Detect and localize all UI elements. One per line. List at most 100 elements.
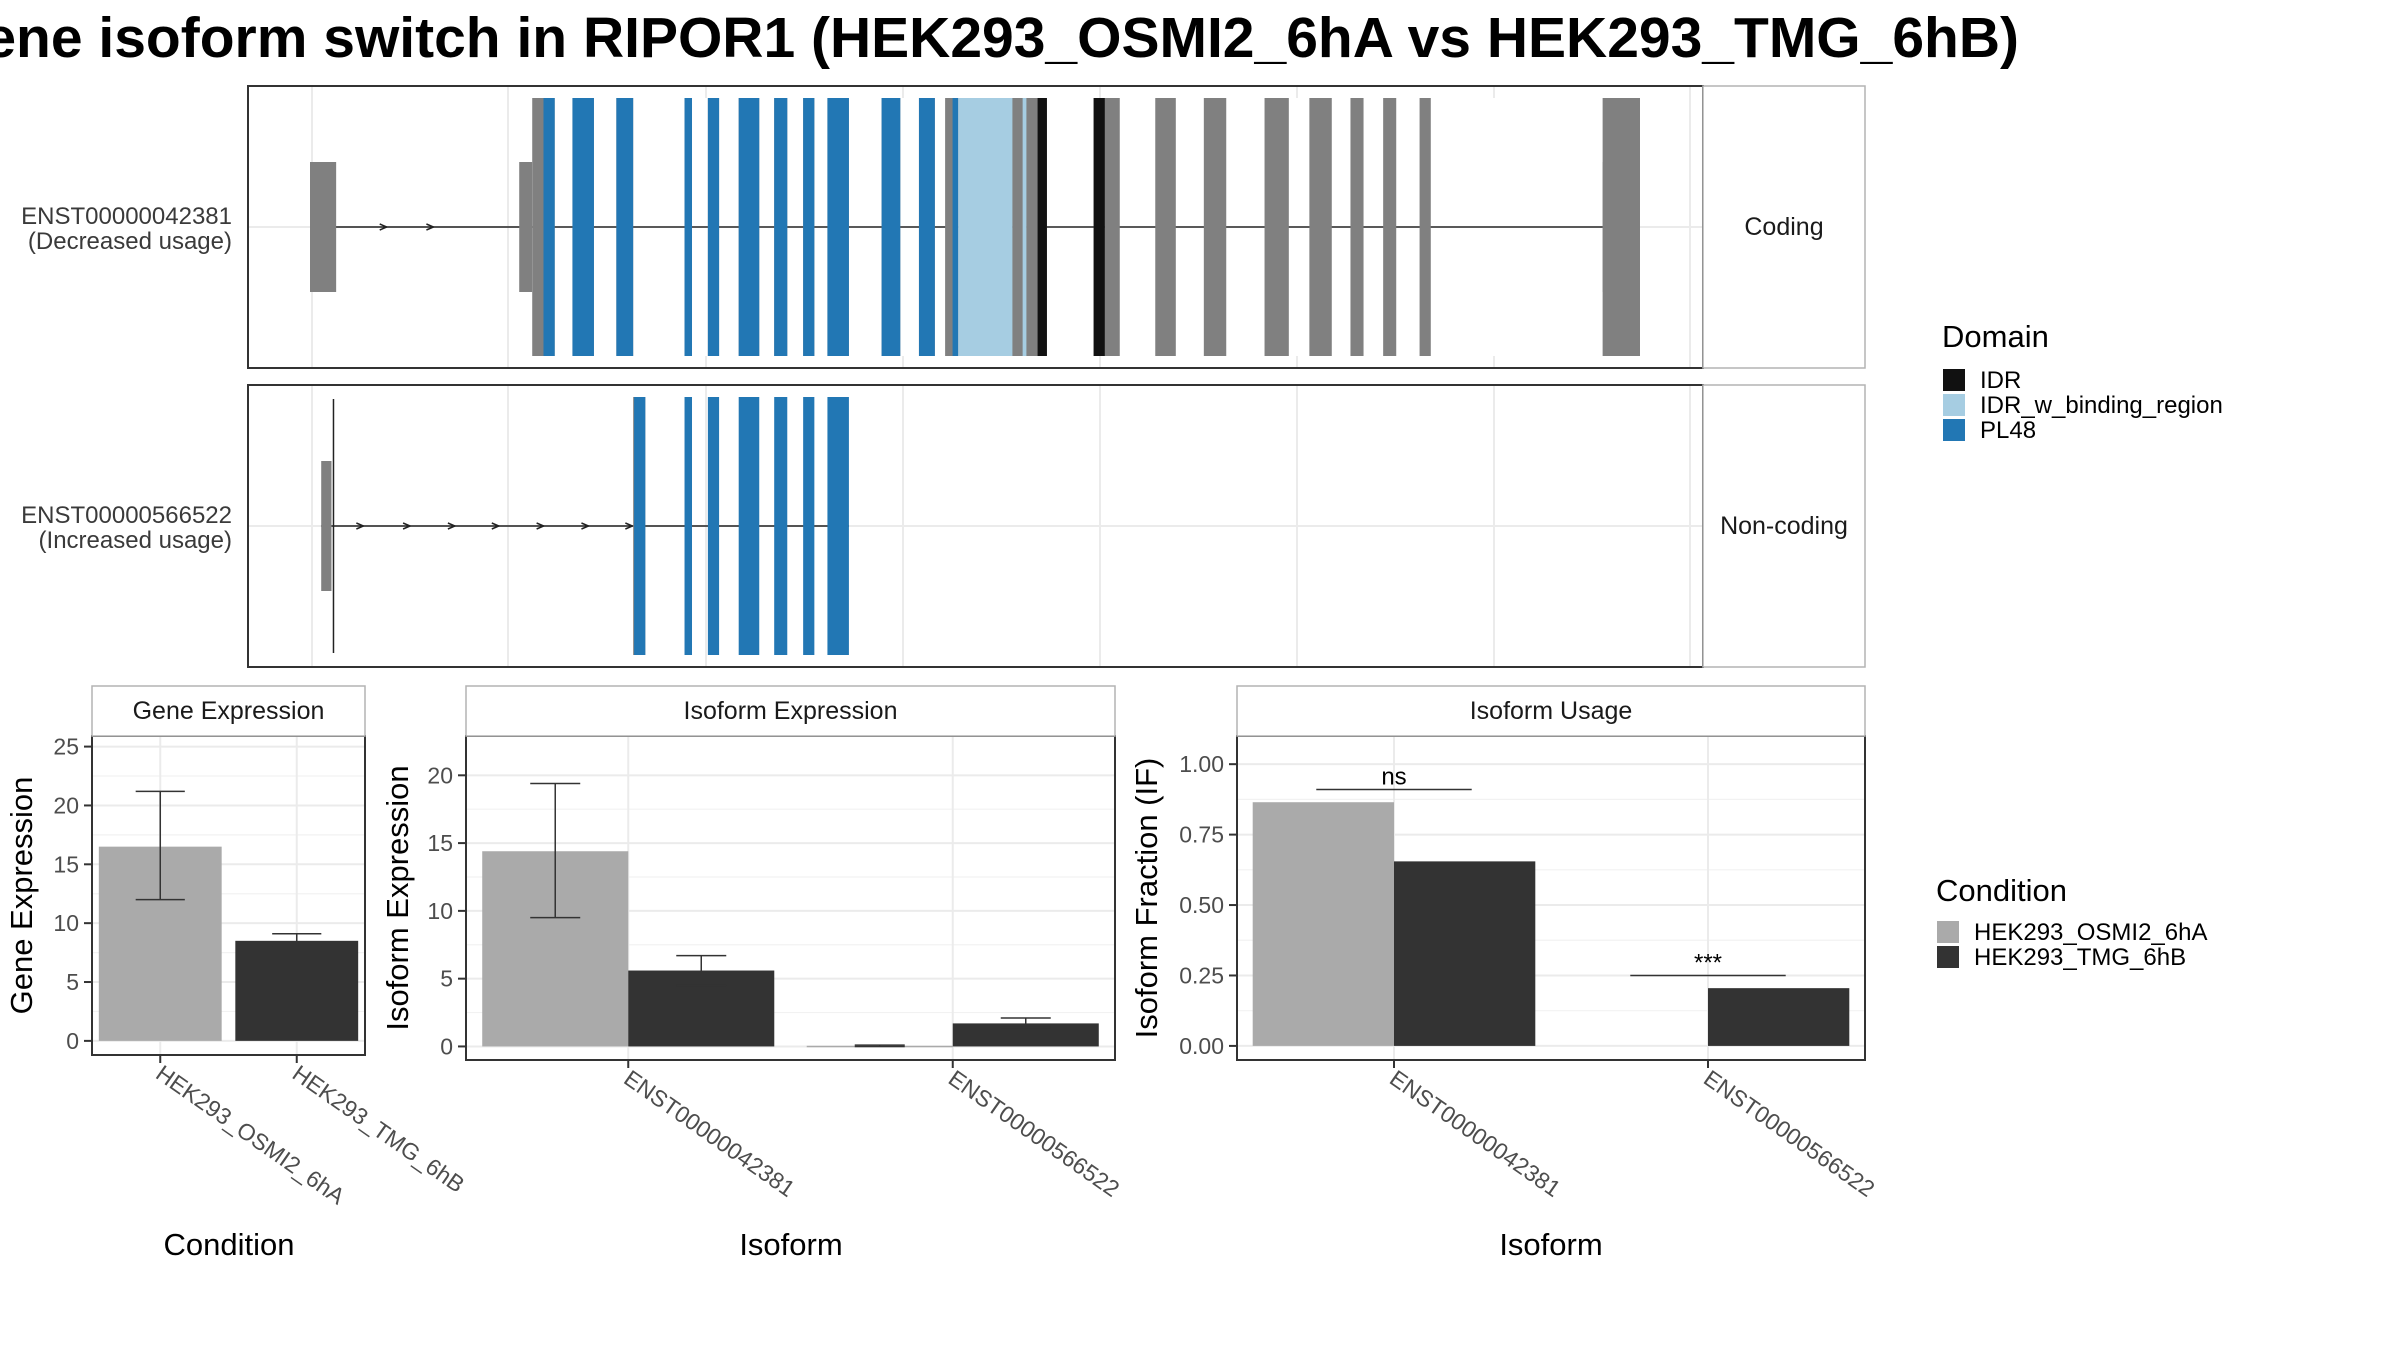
domain-idr-w-binding-region <box>1022 98 1027 356</box>
cds-exon <box>1383 98 1397 356</box>
transcript-structure-panel: Coding ENST00000042381(Decreased usage) No… <box>21 85 1866 668</box>
y-tick-label: 0.00 <box>1179 1033 1224 1059</box>
y-tick-label: 20 <box>427 762 453 788</box>
direction-arrow <box>356 522 366 530</box>
cds-exon <box>1155 98 1176 356</box>
bar <box>952 1023 1099 1047</box>
significance-label: ns <box>1381 764 1406 791</box>
domain-pl48 <box>738 98 760 356</box>
utr-exon <box>321 461 332 591</box>
direction-arrow <box>379 223 389 231</box>
y-tick-label: 5 <box>440 966 453 992</box>
chart-isoform-expression: Isoform Expression 0 5 10 15 20 ENST0000004238… <box>380 685 1124 1262</box>
domain-legend-title: Domain <box>1942 319 2049 354</box>
cds-exon <box>532 98 544 356</box>
y-tick-label: 0.25 <box>1179 962 1224 988</box>
coding-strip <box>1702 384 1866 668</box>
panel-strip-title: Gene Expression <box>133 697 325 725</box>
panel-strip-title: Isoform Usage <box>1470 697 1633 725</box>
domain-idr <box>1093 98 1105 356</box>
domain-pl48 <box>774 98 788 356</box>
domain-pl48 <box>827 397 849 655</box>
domain-pl48 <box>543 98 555 356</box>
legend-label: IDR_w_binding_region <box>1980 392 2223 419</box>
direction-arrow <box>536 522 546 530</box>
cds-exon <box>1203 98 1227 356</box>
domain-pl48 <box>634 397 646 655</box>
coding-label: Coding <box>1744 213 1823 241</box>
utr-exon <box>519 162 533 292</box>
legend-swatch <box>1943 419 1965 441</box>
domain-pl48 <box>572 98 594 356</box>
transcript-panel: Coding ENST00000042381(Decreased usage) <box>21 85 1866 369</box>
x-tick-label: ENST00000566522 <box>1699 1065 1879 1202</box>
panel-strip <box>1236 685 1866 737</box>
figure-title: Gene isoform switch in RIPOR1 (HEK293_OS… <box>0 6 2019 70</box>
x-axis-title: Isoform <box>739 1227 842 1262</box>
domain-pl48 <box>827 98 849 356</box>
y-tick-label: 0 <box>66 1028 79 1054</box>
domain-pl48 <box>774 397 788 655</box>
transcript-panel: Non-coding ENST00000566522(Increased usag… <box>21 384 1866 668</box>
y-tick-label: 5 <box>66 969 79 995</box>
domain-pl48 <box>738 397 760 655</box>
y-tick-label: 0.50 <box>1179 892 1224 918</box>
direction-arrow <box>426 223 436 231</box>
transcript-id-label: ENST00000566522 <box>21 502 232 529</box>
bar <box>235 940 359 1041</box>
cds-exon <box>1419 98 1431 356</box>
domain-idr-w-binding-region <box>958 98 1013 356</box>
x-axis-title: Condition <box>164 1227 295 1262</box>
domain-pl48 <box>707 98 720 356</box>
utr-exon <box>310 162 337 292</box>
y-tick-label: 10 <box>53 910 79 936</box>
y-tick-label: 20 <box>53 792 79 818</box>
legend-label: HEK293_OSMI2_6hA <box>1974 919 2207 946</box>
y-tick-label: 0 <box>440 1033 453 1059</box>
legend-label: HEK293_TMG_6hB <box>1974 944 2186 971</box>
cds-exon <box>1309 98 1332 356</box>
coding-strip <box>1702 85 1866 369</box>
y-tick-label: 0.75 <box>1179 822 1224 848</box>
domain-pl48 <box>952 98 959 356</box>
x-tick-label: ENST00000042381 <box>619 1065 799 1202</box>
significance-label: *** <box>1694 949 1722 976</box>
y-tick-label: 25 <box>53 734 79 760</box>
legend-swatch <box>1937 921 1959 943</box>
domain-pl48 <box>684 98 693 356</box>
x-tick-label: ENST00000566522 <box>944 1065 1124 1202</box>
domain-pl48 <box>803 397 815 655</box>
y-axis-title: Isoform Expression <box>380 765 415 1030</box>
direction-arrow <box>581 522 591 530</box>
domain-pl48 <box>918 98 935 356</box>
bar <box>1252 802 1394 1046</box>
domain-idr <box>1037 98 1047 356</box>
transcript-id-label: ENST00000042381 <box>21 203 232 230</box>
x-axis-title: Isoform <box>1499 1227 1602 1262</box>
coding-label: Non-coding <box>1720 512 1848 540</box>
y-tick-label: 10 <box>427 898 453 924</box>
cds-exon <box>1350 98 1364 356</box>
bar <box>1708 988 1850 1046</box>
domain-pl48 <box>616 98 634 356</box>
cds-exon <box>1104 98 1120 356</box>
bar <box>1394 861 1536 1046</box>
panel-strip <box>465 685 1116 737</box>
chart-isoform-usage: ns *** Isoform Usage 0.00 0.25 0.50 0.75 1.00 EN… <box>1129 685 1880 1262</box>
domain-pl48 <box>707 397 720 655</box>
legend-label: IDR <box>1980 367 2021 394</box>
legend-swatch <box>1943 394 1965 416</box>
panel-strip-title: Isoform Expression <box>684 697 898 725</box>
domain-pl48 <box>881 98 901 356</box>
bar-chart-panels: Gene Expression0510152025HEK293_OSMI2_6h… <box>4 685 1880 1262</box>
legend-label: PL48 <box>1980 417 2036 444</box>
transcript-usage-label: (Decreased usage) <box>28 228 232 255</box>
cds-exon <box>1264 98 1289 356</box>
panel-strip <box>91 685 366 737</box>
legend-swatch <box>1937 946 1959 968</box>
condition-legend-title: Condition <box>1936 873 2067 908</box>
transcript-usage-label: (Increased usage) <box>39 527 232 554</box>
direction-arrow <box>402 522 412 530</box>
